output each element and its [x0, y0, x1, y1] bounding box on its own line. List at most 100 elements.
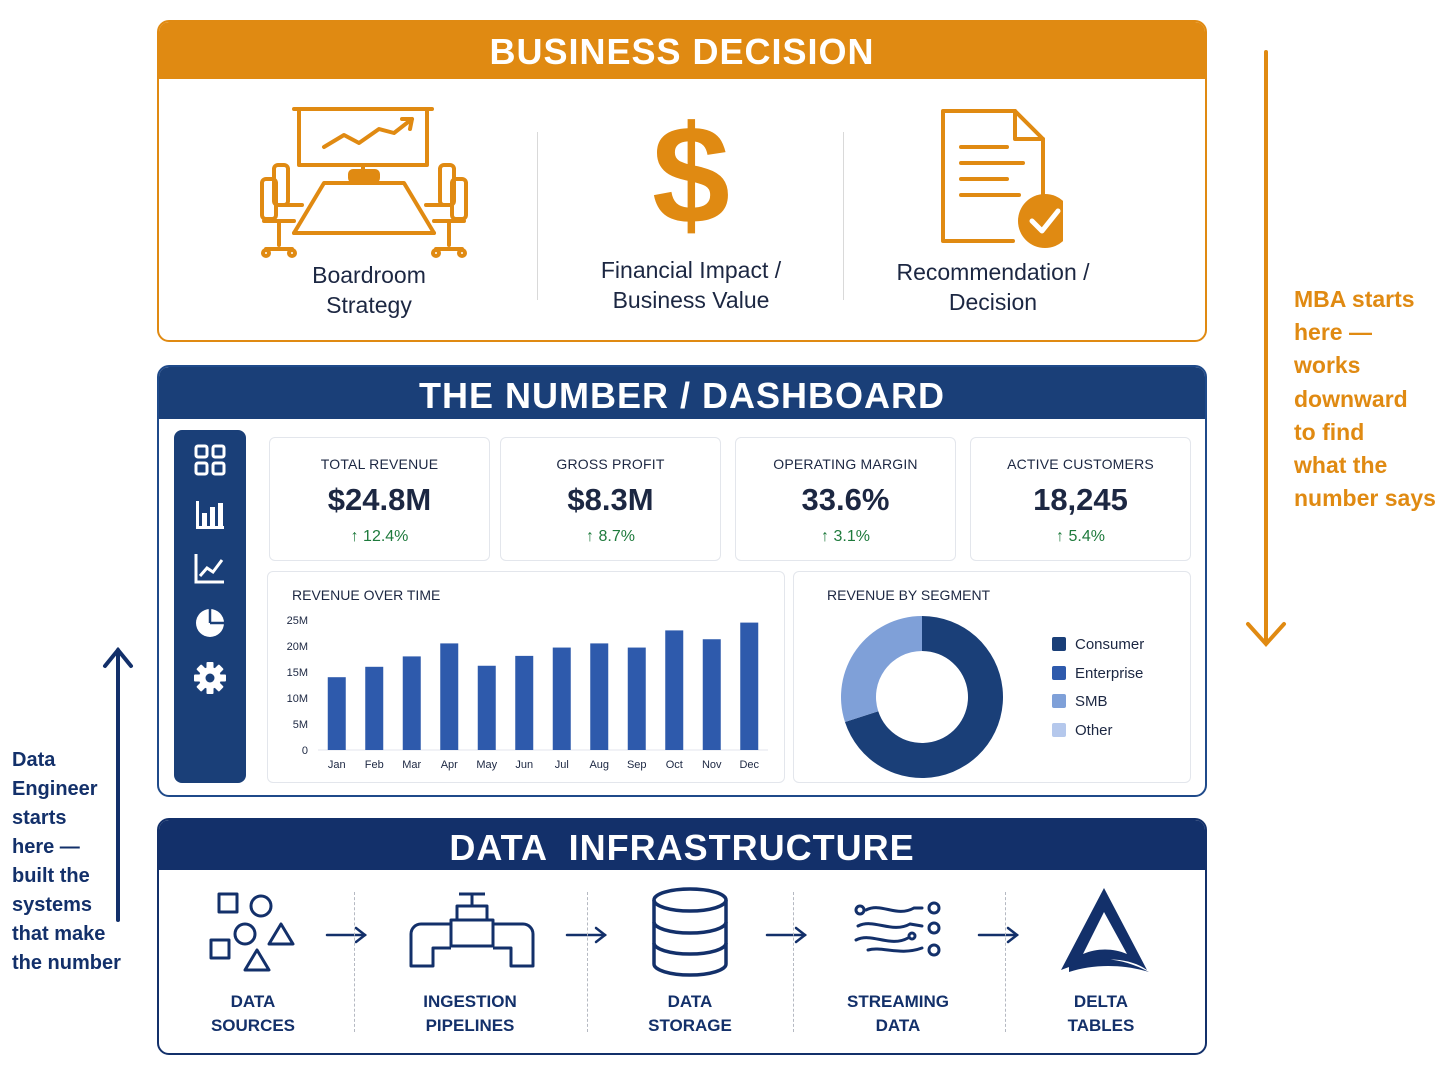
- bar: [702, 639, 721, 750]
- divider: [537, 132, 538, 300]
- recommendation-item: Recommendation / Decision: [875, 79, 1111, 340]
- legend-label: Consumer: [1075, 636, 1145, 653]
- revenue-over-time-title: REVENUE OVER TIME: [292, 587, 441, 603]
- x-tick-label: Feb: [365, 759, 384, 771]
- boardroom-label-line1: Boardroom: [312, 262, 426, 288]
- kpi-change: ↑ 12.4%: [350, 528, 409, 545]
- divider: [354, 892, 355, 1032]
- divider: [843, 132, 844, 300]
- arrow-right-icon: [325, 926, 368, 944]
- kpi-label: ACTIVE CUSTOMERS: [1007, 456, 1154, 472]
- arrow-right-icon: [765, 926, 808, 944]
- kpi-card-active-customers: ACTIVE CUSTOMERS 18,245 ↑ 5.4%: [970, 437, 1191, 561]
- y-tick-label: 5M: [293, 719, 308, 731]
- step-label-line2: TABLES: [1067, 1016, 1135, 1035]
- kpi-label: TOTAL REVENUE: [320, 456, 439, 472]
- financial-impact-item: $ Financial Impact / Business Value: [575, 79, 807, 340]
- de-note-line: starts: [12, 807, 67, 829]
- pie-chart-icon[interactable]: [192, 605, 228, 641]
- step-label-line2: SOURCES: [210, 1016, 296, 1035]
- bar: [740, 622, 759, 750]
- bar: [552, 647, 571, 750]
- de-note-line: systems: [12, 894, 93, 916]
- de-note-line: here —: [12, 836, 80, 858]
- de-note-line: built the: [12, 865, 90, 887]
- y-tick-label: 0: [302, 745, 308, 757]
- x-tick-label: Mar: [402, 759, 421, 771]
- divider: [587, 892, 588, 1032]
- mba-note-line: number says: [1294, 485, 1436, 512]
- x-tick-label: Oct: [666, 759, 683, 771]
- dollar-icon: $: [652, 105, 730, 235]
- database-icon: [652, 887, 728, 977]
- arrow-up-icon: [103, 646, 133, 922]
- step-label-line1: DATA: [667, 992, 713, 1011]
- legend-swatch: [1052, 694, 1066, 708]
- y-tick-label: 20M: [287, 641, 308, 653]
- x-tick-label: Apr: [441, 759, 458, 771]
- boardroom-label-line2: Strategy: [326, 292, 412, 318]
- step-label-line2: DATA: [875, 1016, 921, 1035]
- bar: [327, 677, 346, 750]
- de-note-line: that make: [12, 923, 106, 945]
- legend-swatch: [1052, 666, 1066, 680]
- step-label-line2: STORAGE: [648, 1016, 732, 1035]
- x-tick-label: Aug: [589, 759, 609, 771]
- segment-donut-chart: [841, 616, 1003, 778]
- business-decision-panel: BUSINESS DECISION: [157, 20, 1207, 342]
- divider: [1005, 892, 1006, 1032]
- arrow-right-icon: [565, 926, 608, 944]
- bar: [365, 666, 384, 750]
- bar: [440, 643, 459, 750]
- kpi-change: ↑ 8.7%: [586, 528, 635, 545]
- dashboard-panel: THE NUMBER / DASHBOARD: [157, 365, 1207, 797]
- legend-swatch: [1052, 723, 1066, 737]
- mba-note-line: what the: [1294, 452, 1388, 479]
- legend-label: Enterprise: [1075, 665, 1144, 682]
- recommendation-label-line1: Recommendation /: [896, 259, 1090, 285]
- mba-note-line: works: [1294, 352, 1361, 379]
- kpi-card-total-revenue: TOTAL REVENUE $24.8M ↑ 12.4%: [269, 437, 490, 561]
- x-tick-label: Dec: [739, 759, 759, 771]
- boardroom-strategy-item: Boardroom Strategy: [260, 79, 469, 340]
- kpi-change: ↑ 3.1%: [821, 528, 870, 545]
- legend-item-other: Other: [1052, 722, 1113, 739]
- mba-note-line: MBA starts: [1294, 286, 1415, 312]
- kpi-card-gross-profit: GROSS PROFIT $8.3M ↑ 8.7%: [500, 437, 721, 561]
- revenue-by-segment-card: REVENUE BY SEGMENT Consumer Enterprise S…: [793, 571, 1191, 783]
- bar: [665, 630, 684, 750]
- financial-label-line1: Financial Impact /: [600, 257, 782, 283]
- bar-chart-icon[interactable]: [192, 497, 228, 533]
- data-engineer-note: Data Engineer starts here — built the sy…: [12, 746, 157, 978]
- delta-icon: [1061, 888, 1149, 972]
- streaming-icon: [854, 901, 941, 957]
- y-tick-label: 25M: [287, 615, 308, 627]
- bar: [477, 665, 496, 750]
- y-tick-label: 15M: [287, 667, 308, 679]
- data-infrastructure-title: DATA INFRASTRUCTURE: [159, 820, 1205, 870]
- x-tick-label: May: [476, 759, 497, 771]
- x-tick-label: Jun: [515, 759, 533, 771]
- mba-note-line: to find: [1294, 418, 1365, 445]
- y-tick-label: 10M: [287, 693, 308, 705]
- revenue-bar-chart: 0 5M 10M 15M 20M 25M Jan Feb Mar Apr May Jun Jul Aug S…: [287, 615, 768, 771]
- donut-slice-smb: [841, 616, 922, 723]
- shapes-icon: [209, 892, 295, 972]
- revenue-over-time-card: REVENUE OVER TIME 0 5M 10M 15M 20M 25M Jan Feb M…: [267, 571, 785, 783]
- data-infrastructure-panel: DATA INFRASTRUCTURE DATA SOURCES INGESTI…: [157, 818, 1207, 1055]
- kpi-label: OPERATING MARGIN: [773, 456, 918, 472]
- bar: [402, 656, 421, 750]
- kpi-card-operating-margin: OPERATING MARGIN 33.6% ↑ 3.1%: [735, 437, 956, 561]
- legend-label: Other: [1075, 722, 1113, 739]
- boardroom-icon: [260, 107, 468, 258]
- mba-note: MBA starts here — works downward to find…: [1294, 283, 1448, 515]
- bar: [627, 647, 646, 750]
- financial-label-line2: Business Value: [612, 287, 770, 313]
- legend-item-enterprise: Enterprise: [1052, 665, 1143, 682]
- x-tick-label: Nov: [702, 759, 722, 771]
- business-decision-title: BUSINESS DECISION: [159, 22, 1205, 79]
- line-chart-icon[interactable]: [192, 550, 228, 586]
- de-note-line: Data: [12, 749, 56, 771]
- gear-icon[interactable]: [192, 660, 228, 696]
- grid-icon[interactable]: [192, 442, 228, 478]
